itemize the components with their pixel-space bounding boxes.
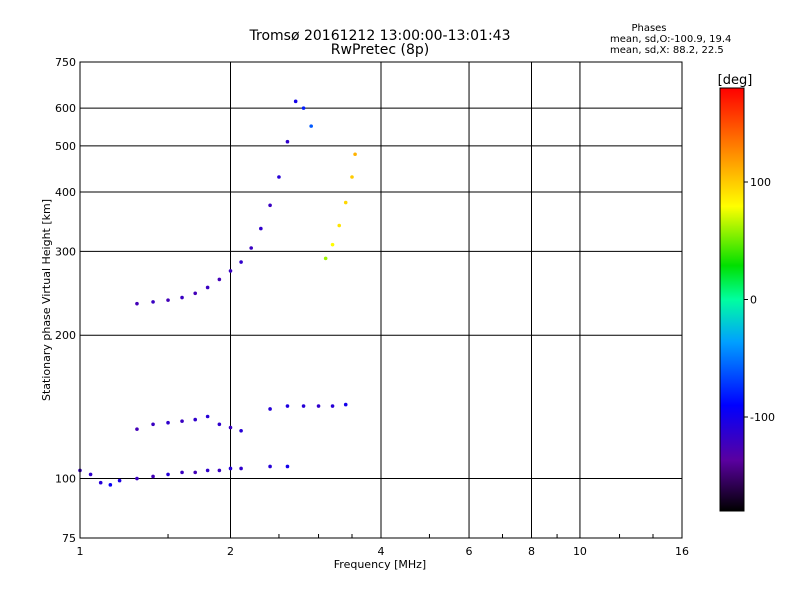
data-point [228,466,233,471]
y-axis-ticks: 75 100 200 300 400 500 600 750 [55,56,76,545]
data-point [301,404,306,408]
data-point [205,468,210,473]
y-tick-label: 600 [55,102,76,115]
data-point [193,291,198,296]
y-axis-label: Stationary phase Virtual Height [km] [40,199,53,401]
y-tick-label: 300 [55,245,76,258]
data-point [268,203,272,208]
data-point [205,414,210,419]
colorbar-tick-label: 0 [750,294,757,307]
y-tick-label: 100 [55,473,76,486]
data-point [268,464,272,469]
y-tick-label: 75 [62,532,76,545]
data-point [117,478,122,483]
data-point [323,256,328,261]
x-tick-label: 6 [466,545,473,558]
y-tick-label: 500 [55,140,76,153]
data-point [285,404,290,408]
data-point [301,106,306,110]
colorbar-tick-label: 100 [750,176,771,189]
data-point [353,152,357,157]
stats-line-o: mean, sd,O:-100.9, 19.4 [610,34,731,45]
data-point [166,420,170,425]
data-point [239,466,243,471]
x-tick-label: 10 [573,545,587,558]
data-point [285,464,290,469]
data-point [180,295,184,300]
y-tick-label: 400 [55,186,76,199]
x-axis-label: Frequency [MHz] [334,558,426,571]
data-point [135,301,139,306]
chart-title: Tromsø 20161212 13:00:00-13:01:43 [249,28,511,44]
data-point [268,407,272,411]
data-point [217,468,222,473]
data-point [309,124,313,128]
data-point [135,427,139,431]
data-point [180,470,184,475]
data-point [350,175,354,179]
x-tick-label: 8 [528,545,535,558]
data-point [330,242,335,247]
data-point [239,428,243,433]
y-tick-label: 200 [55,329,76,342]
data-point [217,422,222,427]
data-point [316,404,321,408]
data-point [277,175,281,179]
data-point [259,226,263,231]
data-point [217,277,222,282]
data-point [151,300,155,304]
data-points [78,99,357,487]
stats-heading: Phases [631,23,666,34]
colorbar-label: [deg] [718,73,753,88]
data-point [108,483,113,487]
data-point [285,139,290,144]
colorbar: [deg] 100 0 -100 [718,73,775,512]
data-point [249,246,253,250]
data-point [193,417,198,422]
data-point [166,298,170,302]
plot-frame [79,61,683,539]
data-point [337,223,342,228]
data-point [180,419,184,423]
x-tick-label: 2 [227,545,234,558]
data-point [98,480,103,485]
data-point [343,402,348,407]
colorbar-tick-label: -100 [750,411,775,424]
x-tick-label: 1 [77,545,84,558]
y-tick-label: 750 [55,56,76,69]
data-point [193,470,198,475]
data-point [330,404,335,408]
data-point [88,472,93,477]
colorbar-gradient [720,88,744,511]
data-point [239,260,243,264]
x-axis-ticks: 1 2 4 6 8 10 16 [77,534,689,558]
data-point [205,285,210,290]
data-point [228,269,233,273]
data-point [228,425,233,430]
data-point [293,99,298,104]
x-tick-label: 16 [675,545,689,558]
data-point [343,200,348,205]
stats-line-x: mean, sd,X: 88.2, 22.5 [610,45,724,56]
data-point [166,472,170,477]
data-point [151,422,155,427]
x-tick-label: 4 [378,545,385,558]
data-point [151,474,155,479]
data-point [135,476,139,481]
chart-subtitle: RwPretec (8p) [331,42,429,58]
grid-lines [80,62,682,538]
